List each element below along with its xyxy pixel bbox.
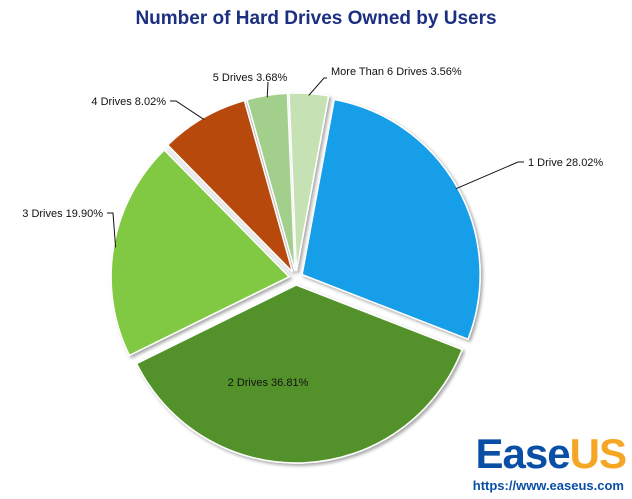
slice-label: 4 Drives 8.02% xyxy=(91,96,166,108)
pie-slice-2-drives xyxy=(135,284,464,464)
pie-slice-4-drives xyxy=(166,99,294,273)
logo-text-ease: Ease xyxy=(475,430,571,477)
slice-label: 3 Drives 19.90% xyxy=(22,208,103,220)
slice-label: 2 Drives 36.81% xyxy=(228,377,309,389)
leader-line xyxy=(308,77,327,96)
slice-label: 5 Drives 3.68% xyxy=(213,72,288,84)
logo-text-us: US xyxy=(569,430,627,477)
easeus-logo: EaseUS xyxy=(475,430,627,477)
leader-line xyxy=(170,100,205,121)
slice-label: More Than 6 Drives 3.56% xyxy=(331,66,462,78)
leader-line xyxy=(455,161,524,190)
site-url: https://www.easeus.com xyxy=(472,478,624,493)
slice-label: 1 Drive 28.02% xyxy=(528,157,603,169)
pie-slice-3-drives xyxy=(110,148,291,357)
leader-line xyxy=(266,81,269,98)
chart-title: Number of Hard Drives Owned by Users xyxy=(135,8,497,29)
leader-line xyxy=(107,212,117,248)
pie-slice-more-than-6-drives xyxy=(288,92,330,272)
